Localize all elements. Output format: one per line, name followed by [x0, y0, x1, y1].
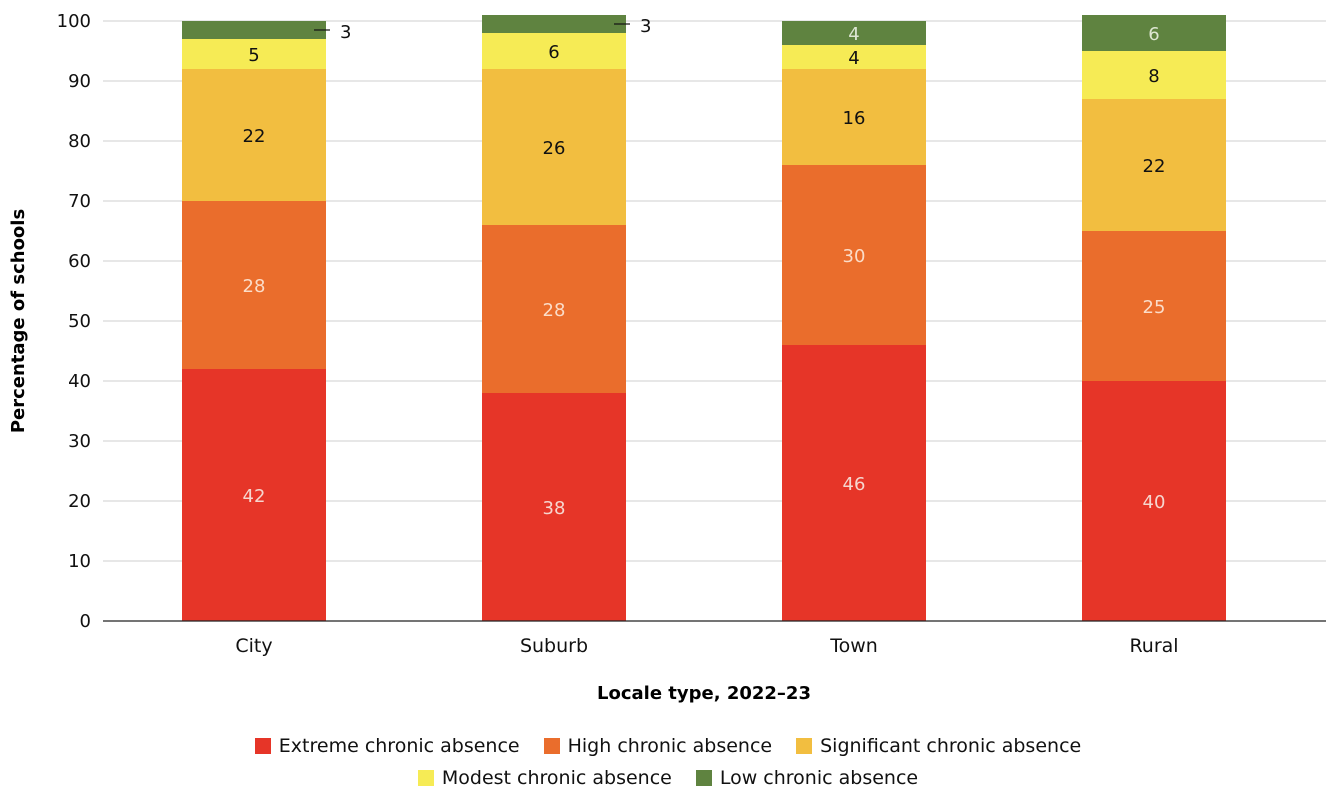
legend: Extreme chronic absence High chronic abse…: [0, 730, 1336, 794]
x-axis-title: Locale type, 2022–23: [597, 683, 811, 704]
bar-segment: [782, 69, 926, 165]
legend-label: Low chronic absence: [719, 767, 919, 789]
bar-segment: [182, 201, 326, 369]
y-tick-label: 30: [68, 431, 91, 452]
bar-segment: [482, 15, 626, 33]
data-labels: 42 28 22 5 3 38 28 26 6 3 46 30 16 4 4 40 25 22 8 6: [243, 16, 1166, 519]
legend-swatch: [543, 738, 560, 754]
data-label: 8: [1148, 66, 1159, 87]
bar-segment: [1082, 15, 1226, 51]
legend-label: High chronic absence: [567, 735, 773, 757]
y-tick-label: 20: [68, 491, 91, 512]
y-tick-label: 60: [68, 251, 91, 272]
x-axis-categories: City Suburb Town Rural: [235, 635, 1178, 657]
data-label: 3: [640, 16, 651, 37]
y-tick-label: 70: [68, 191, 91, 212]
legend-row: Extreme chronic absence High chronic abse…: [0, 730, 1336, 762]
y-tick-label: 100: [57, 11, 91, 32]
bar-segment: [482, 33, 626, 69]
legend-item: Extreme chronic absence: [254, 730, 520, 762]
bar-segment: [782, 21, 926, 45]
bar-stacks: [182, 15, 1226, 621]
y-tick-label: 90: [68, 71, 91, 92]
legend-swatch: [417, 770, 434, 786]
legend-swatch: [695, 770, 712, 786]
data-label: 22: [1143, 156, 1166, 177]
data-label: 28: [243, 276, 266, 297]
bar-segment: [782, 345, 926, 621]
y-tick-label: 80: [68, 131, 91, 152]
bar-segment: [182, 69, 326, 201]
x-category-label: City: [235, 635, 272, 657]
bar-segment: [182, 369, 326, 621]
legend-row: Modest chronic absence Low chronic absenc…: [0, 762, 1336, 794]
x-category-label: Rural: [1129, 635, 1178, 657]
y-axis-ticks: 0 10 20 30 40 50 60 70 80 90 100: [57, 11, 91, 632]
data-label: 46: [843, 474, 866, 495]
y-axis-title: Percentage of schools: [8, 209, 29, 433]
legend-label: Significant chronic absence: [820, 735, 1082, 757]
legend-label: Extreme chronic absence: [278, 735, 520, 757]
legend-item: Low chronic absence: [695, 762, 919, 794]
y-tick-label: 50: [68, 311, 91, 332]
data-label: 30: [843, 246, 866, 267]
data-label: 40: [1143, 492, 1166, 513]
bar-segment: [1082, 99, 1226, 231]
x-category-label: Town: [829, 635, 878, 657]
bar-segment: [1082, 51, 1226, 99]
y-tick-label: 0: [80, 611, 91, 632]
data-label: 22: [243, 126, 266, 147]
data-label: 28: [543, 300, 566, 321]
bar-segment: [182, 39, 326, 69]
bar-segment: [482, 225, 626, 393]
legend-item: Modest chronic absence: [417, 762, 672, 794]
data-label: 3: [340, 22, 351, 43]
legend-item: High chronic absence: [543, 730, 773, 762]
data-label: 4: [848, 48, 859, 69]
legend-item: Significant chronic absence: [796, 730, 1081, 762]
data-label: 38: [543, 498, 566, 519]
y-tick-label: 10: [68, 551, 91, 572]
data-label: 26: [543, 138, 566, 159]
bar-segment: [782, 165, 926, 345]
legend-swatch: [796, 738, 813, 754]
bar-segment: [482, 69, 626, 225]
data-label: 25: [1143, 297, 1166, 318]
x-category-label: Suburb: [520, 635, 588, 657]
y-tick-label: 40: [68, 371, 91, 392]
data-label: 6: [548, 42, 559, 63]
bar-segment: [182, 21, 326, 39]
data-label: 6: [1148, 24, 1159, 45]
bar-segment: [482, 393, 626, 621]
bar-segment: [1082, 381, 1226, 621]
data-label: 16: [843, 108, 866, 129]
data-label: 4: [848, 24, 859, 45]
data-label: 5: [248, 45, 259, 66]
data-label: 42: [243, 486, 266, 507]
legend-swatch: [254, 738, 271, 754]
bar-segment: [782, 45, 926, 69]
legend-label: Modest chronic absence: [441, 767, 672, 789]
bar-segment: [1082, 231, 1226, 381]
